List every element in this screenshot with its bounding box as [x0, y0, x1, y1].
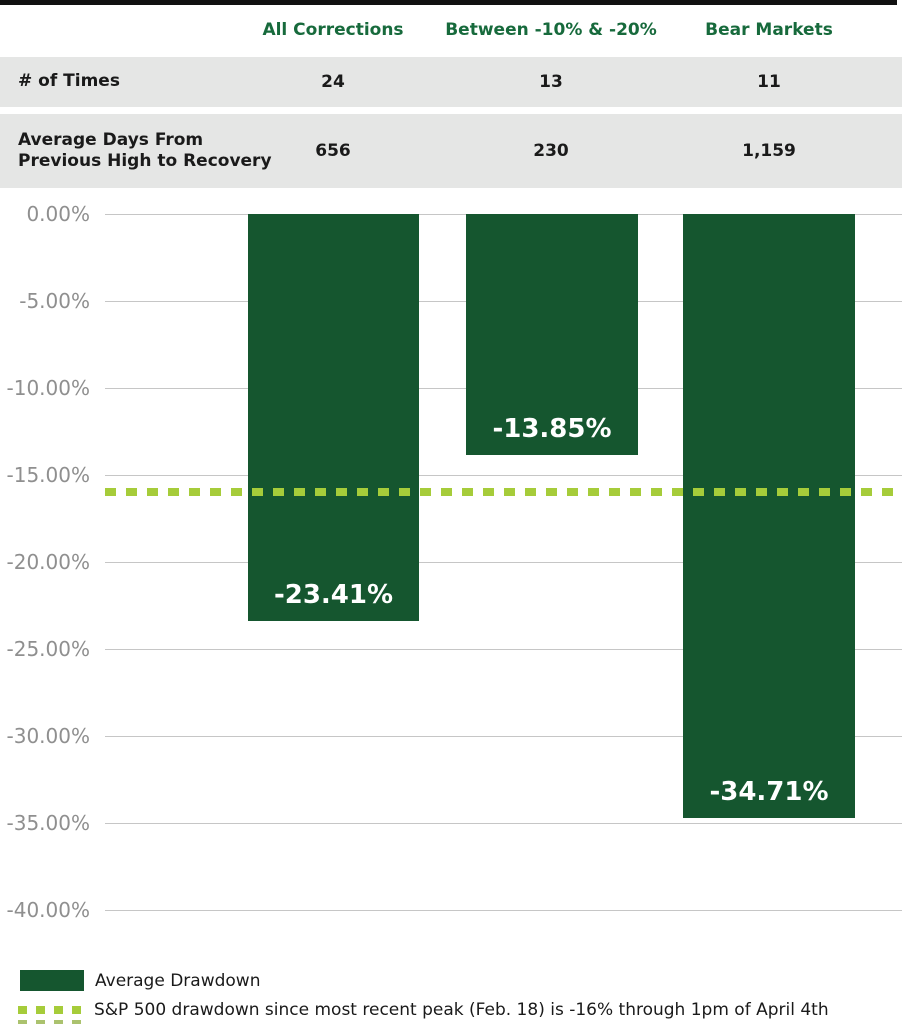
gridline — [105, 823, 902, 824]
y-tick-label: -20.00% — [6, 550, 90, 574]
gridline — [105, 562, 902, 563]
column-header-between: Between -10% & -20% — [445, 20, 657, 40]
bar-between-10-20: -13.85% — [466, 214, 638, 455]
bar-all-corrections: -23.41% — [248, 214, 419, 622]
row-label: Average Days From Previous High to Recov… — [18, 114, 272, 188]
gridline — [105, 475, 902, 476]
legend-swatch-average-drawdown — [20, 970, 84, 991]
row-label-line1: Average Days From — [18, 129, 204, 150]
gridline — [105, 910, 902, 911]
column-header-row: All Corrections Between -10% & -20% Bear… — [0, 12, 902, 48]
gridline — [105, 649, 902, 650]
y-tick-label: -25.00% — [6, 637, 90, 661]
y-tick-label: -40.00% — [6, 898, 90, 922]
cell-value: 24 — [321, 72, 345, 92]
bars-layer: -23.41% -13.85% -34.71% — [105, 214, 902, 910]
cell-value: 230 — [533, 141, 569, 161]
y-tick-label: -15.00% — [6, 463, 90, 487]
row-label: # of Times — [18, 57, 120, 107]
cell-value: 656 — [315, 141, 351, 161]
bar-value-label: -23.41% — [273, 580, 394, 611]
y-tick-label: -5.00% — [19, 289, 90, 313]
gridline — [105, 736, 902, 737]
reference-line-sp500-drawdown — [105, 488, 902, 497]
bar-value-label: -34.71% — [709, 776, 829, 807]
table-row-number-of-times: # of Times 24 13 11 — [0, 57, 902, 107]
cell-value: 11 — [757, 72, 781, 92]
column-header-all-corrections: All Corrections — [262, 20, 404, 40]
cell-value: 1,159 — [742, 141, 796, 161]
top-rule — [0, 0, 897, 5]
cropped-dashes-bottom-edge — [18, 1020, 81, 1024]
row-label-text: # of Times — [18, 71, 120, 92]
bar-bear-markets: -34.71% — [683, 214, 855, 818]
y-tick-label: 0.00% — [26, 202, 90, 226]
legend-label-sp500-drawdown: S&P 500 drawdown since most recent peak … — [94, 1000, 829, 1020]
row-label-line2: Previous High to Recovery — [18, 151, 272, 171]
y-tick-label: -35.00% — [6, 811, 90, 835]
y-tick-label: -10.00% — [6, 376, 90, 400]
table-row-average-days: Average Days From Previous High to Recov… — [0, 114, 902, 188]
cell-value: 13 — [539, 72, 563, 92]
legend-swatch-dashed-line — [18, 1006, 81, 1014]
legend-label-average-drawdown: Average Drawdown — [95, 970, 261, 991]
y-tick-label: -30.00% — [6, 724, 90, 748]
bar-value-label: -13.85% — [492, 413, 612, 444]
column-header-bear-markets: Bear Markets — [705, 20, 833, 40]
drawdown-bar-chart: 0.00% -5.00% -10.00% -15.00% -20.00% -25.00% -… — [0, 204, 902, 920]
